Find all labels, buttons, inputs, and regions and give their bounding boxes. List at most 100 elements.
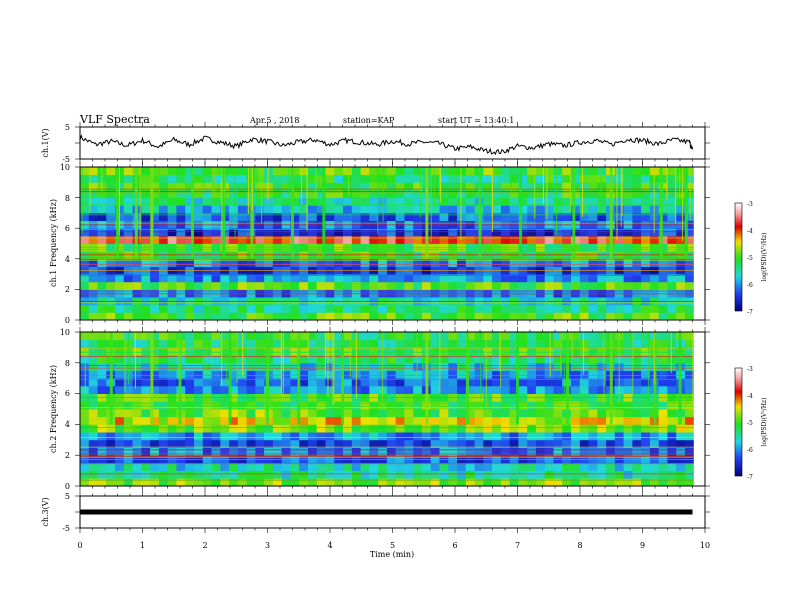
spectrogram-cell xyxy=(80,258,90,267)
spectrogram-cell xyxy=(571,182,581,191)
spectrogram-cell xyxy=(553,190,563,199)
spectrogram-cell xyxy=(123,424,133,433)
spectrogram-cell xyxy=(439,312,449,321)
spectrogram-cell xyxy=(167,228,177,237)
ch1-voltage-line xyxy=(79,134,693,156)
spectrogram-cell xyxy=(667,462,677,471)
spectrogram-cell xyxy=(597,378,607,387)
spectrogram-cell xyxy=(404,447,414,456)
spectrogram-cell xyxy=(623,167,633,176)
spectrogram-cell xyxy=(649,470,660,479)
spectrogram-cell xyxy=(343,281,353,290)
spectrogram-cell xyxy=(500,205,511,214)
spectrogram-cell xyxy=(448,424,458,433)
spectrogram-cell xyxy=(535,478,546,487)
ch2-spectrogram-frame xyxy=(79,331,706,487)
spectrogram-cell xyxy=(167,304,177,313)
spectrogram-cell xyxy=(115,362,125,371)
spectrogram-cell xyxy=(246,432,256,441)
spectrogram-cell xyxy=(518,470,528,479)
spectrogram-cell xyxy=(299,416,309,425)
spectrogram-cell xyxy=(641,190,651,199)
burst-column xyxy=(109,332,113,425)
spectrogram-cell xyxy=(413,385,423,394)
spectrogram-cell xyxy=(334,212,344,221)
spectrogram-cell xyxy=(220,339,230,348)
spectrogram-cell xyxy=(185,332,195,341)
burst-column xyxy=(609,167,613,259)
spectrogram-cell xyxy=(325,182,335,191)
spectrogram-cell xyxy=(299,258,309,267)
spectrogram-cell xyxy=(272,274,283,283)
spectrogram-cell xyxy=(483,274,493,283)
spectrogram-cell xyxy=(80,378,90,387)
spectrogram-cell xyxy=(457,182,467,191)
spectrogram-cell xyxy=(667,312,677,321)
spectrogram-cell xyxy=(80,281,90,290)
spectrogram-cell xyxy=(202,228,212,237)
spectrogram-cell xyxy=(202,447,212,456)
spectrogram-cell xyxy=(343,258,353,267)
spectrogram-cell xyxy=(246,470,256,479)
spectrogram-cell xyxy=(623,409,633,418)
spectrogram-cell xyxy=(88,447,98,456)
spectrogram-cell xyxy=(158,197,169,206)
spectrogram-cell xyxy=(588,401,598,410)
spectrogram-cell xyxy=(430,385,440,394)
spectrogram-cell xyxy=(500,190,511,199)
spectrogram-cell xyxy=(334,339,344,348)
spectrogram-cell xyxy=(632,370,642,379)
spectrogram-cell xyxy=(448,401,458,410)
spectrogram-cell xyxy=(562,462,572,471)
spectrogram-cell xyxy=(141,409,151,418)
spectrogram-cell xyxy=(430,312,440,321)
spectrogram-cell xyxy=(272,258,283,267)
spectrogram-cell xyxy=(88,416,98,425)
spectrogram-cell xyxy=(641,462,651,471)
spectrogram-cell xyxy=(202,355,212,364)
spectrogram-cell xyxy=(290,312,300,321)
spectrogram-cell xyxy=(378,432,388,441)
spectrogram-cell xyxy=(448,447,458,456)
spectrogram-cell xyxy=(316,424,326,433)
spectrogram-cell xyxy=(229,304,239,313)
spectrogram-cell xyxy=(141,432,151,441)
spectrogram-cell xyxy=(80,439,90,448)
spectrogram-cell xyxy=(229,281,239,290)
spectrogram-cell xyxy=(176,228,186,237)
spectrogram-cell xyxy=(395,355,405,364)
spectrogram-cell xyxy=(448,312,458,321)
spectrogram-cell xyxy=(483,281,493,290)
spectrogram-cell xyxy=(509,470,519,479)
spectrogram-cell xyxy=(185,409,195,418)
spectrogram-cell xyxy=(535,439,546,448)
spectrogram-cell xyxy=(623,362,633,371)
spectrogram-cell xyxy=(316,470,326,479)
spectrogram-cell xyxy=(281,447,291,456)
spectrogram-cell xyxy=(308,197,318,206)
spectrogram-cell xyxy=(465,212,475,221)
spectrogram-cell xyxy=(272,167,283,176)
spectrogram-cell xyxy=(448,416,458,425)
spectrogram-cell xyxy=(457,304,467,313)
spectrogram-cell xyxy=(483,478,493,487)
spectrogram-cell xyxy=(518,190,528,199)
spectrogram-cell xyxy=(229,355,239,364)
spectrogram-cell xyxy=(658,432,668,441)
spectrogram-cell xyxy=(378,281,388,290)
spectrogram-cell xyxy=(483,312,493,321)
spectrogram-cell xyxy=(88,167,98,176)
spectrogram-cell xyxy=(641,312,651,321)
spectrogram-cell xyxy=(667,182,677,191)
spectrogram-cell xyxy=(641,347,651,356)
spectrogram-cell xyxy=(88,409,98,418)
spectrogram-cell xyxy=(448,190,458,199)
spectrogram-cell xyxy=(272,212,283,221)
spectrogram-cell xyxy=(272,205,283,214)
spectrogram-cell xyxy=(246,385,256,394)
spectrogram-cell xyxy=(141,197,151,206)
ch1-spectrogram-frame xyxy=(79,166,706,321)
spectrogram-cell xyxy=(229,258,239,267)
spectrogram-cell xyxy=(351,167,361,176)
spectrogram-cell xyxy=(80,478,90,487)
